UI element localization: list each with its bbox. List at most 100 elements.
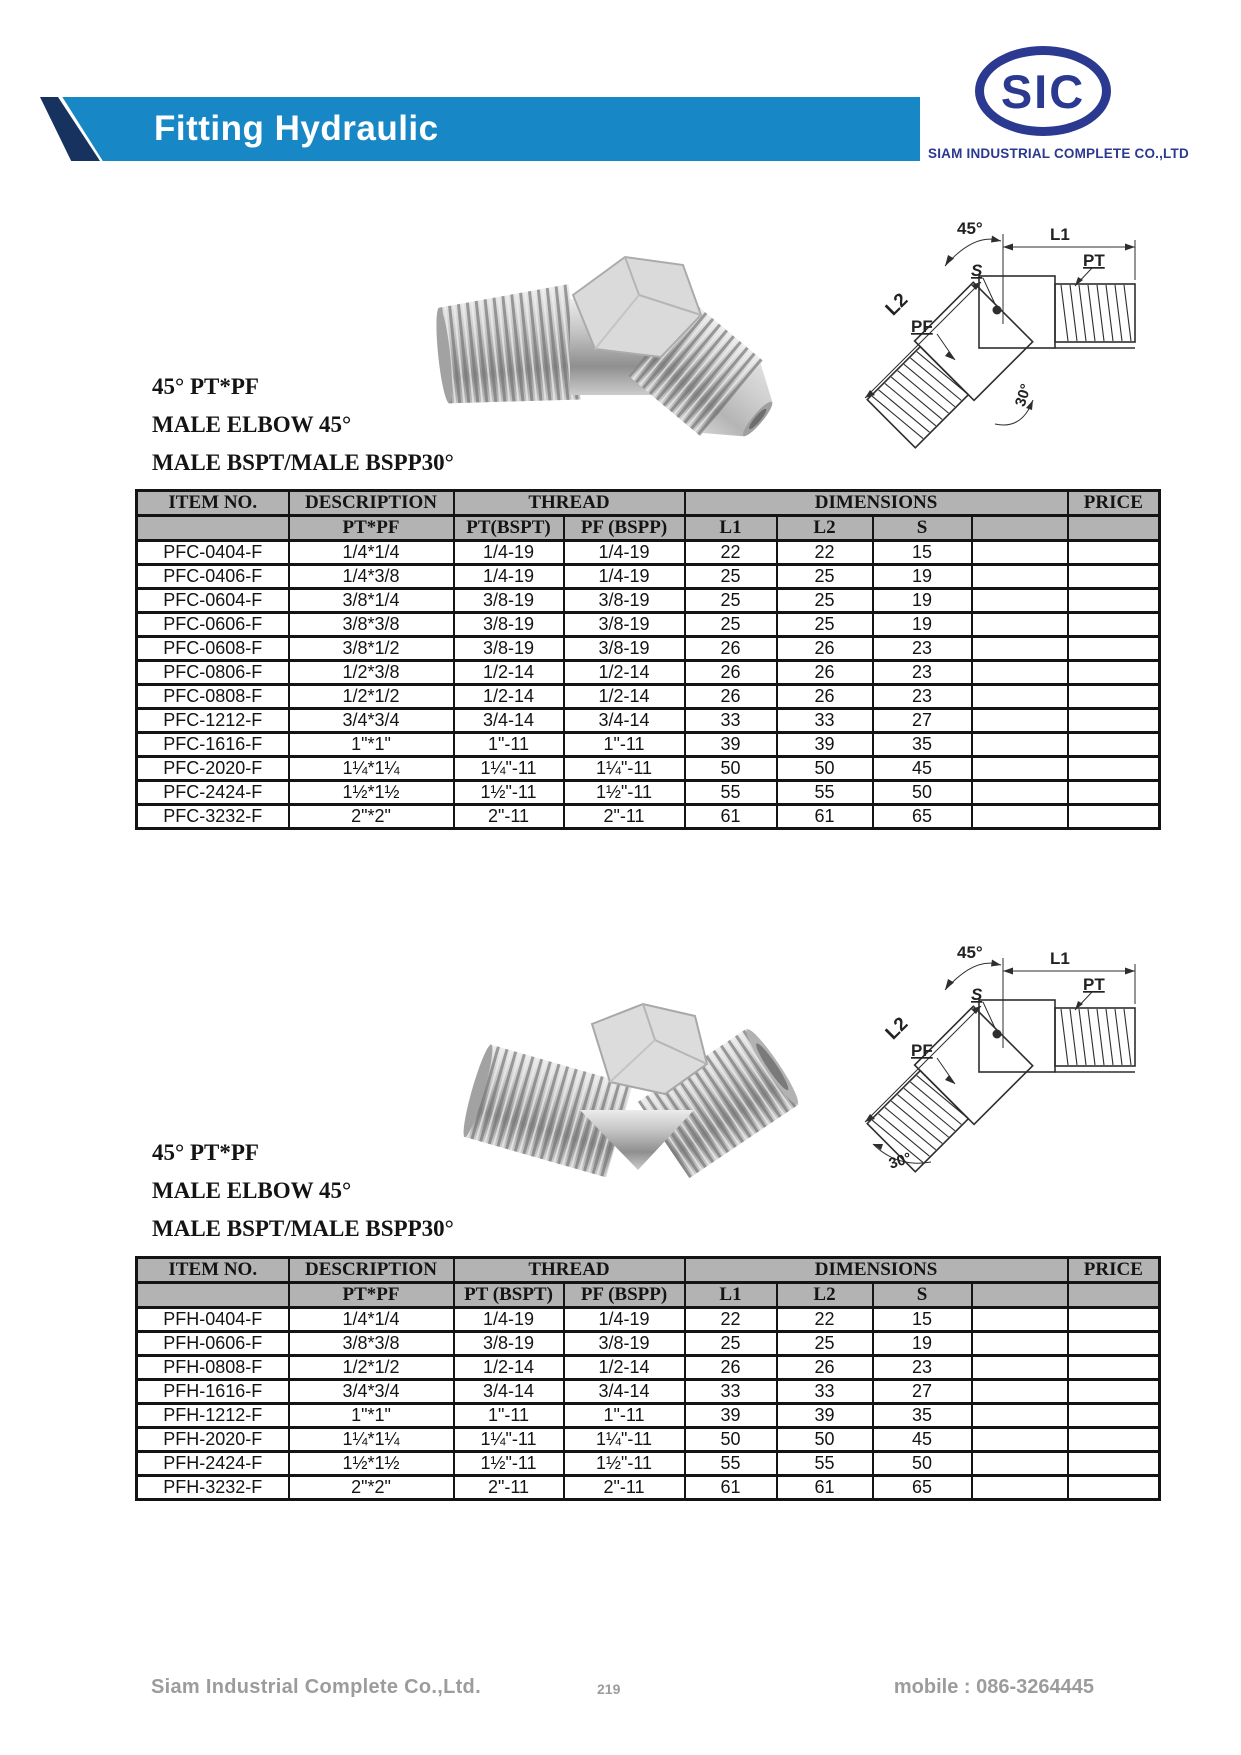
table-cell: 23	[871, 1354, 973, 1381]
column-subheader: PT(BSPT)	[452, 514, 565, 542]
table-cell	[970, 1426, 1069, 1453]
table-cell: 26	[775, 1354, 874, 1381]
table-cell: PFH-0404-F	[135, 1306, 290, 1333]
table-cell: 23	[871, 635, 973, 662]
table-cell: 3/8*3/8	[287, 1330, 455, 1357]
table-cell: 3/8-19	[562, 635, 686, 662]
page-title: Fitting Hydraulic	[154, 109, 439, 148]
table-cell: 19	[871, 587, 973, 614]
table-cell	[970, 779, 1069, 806]
table-cell: 50	[871, 779, 973, 806]
column-header: PRICE	[1066, 489, 1161, 517]
section-title-line3: MALE BSPT/MALE BSPP30°	[152, 450, 454, 475]
diagram-label-pt: PT	[1083, 251, 1105, 270]
footer-mobile-number: 086-3264445	[976, 1676, 1094, 1698]
table-row: PFC-0806-F 1/2*3/8 1/2-14 1/2-14 26 26 23	[135, 659, 1161, 686]
section-title: 45° PT*PF MALE ELBOW 45° MALE BSPT/MALE …	[152, 1134, 454, 1248]
table-row: PFC-0604-F 3/8*1/4 3/8-19 3/8-19 25 25 19	[135, 587, 1161, 614]
table-cell	[1066, 1378, 1161, 1405]
table-cell: 1/4-19	[562, 563, 686, 590]
section-title-line2: MALE ELBOW 45°	[152, 412, 352, 437]
table-cell: 1½*1½	[287, 1450, 455, 1477]
table-cell: 39	[775, 731, 874, 758]
table-cell: 25	[683, 611, 778, 638]
table-cell	[970, 659, 1069, 686]
table-cell	[1066, 1354, 1161, 1381]
table-cell: 55	[775, 779, 874, 806]
column-subheader	[970, 514, 1069, 542]
table-cell: 50	[683, 755, 778, 782]
header-banner: Fitting Hydraulic	[62, 97, 920, 161]
column-header: DESCRIPTION	[287, 489, 455, 517]
table-cell: 3/8-19	[452, 587, 565, 614]
table-row: PFH-2424-F 1½*1½ 1½"-11 1½"-11 55 55 50	[135, 1450, 1161, 1477]
section-title-line3: MALE BSPT/MALE BSPP30°	[152, 1216, 454, 1241]
table-cell: 1"-11	[562, 1402, 686, 1429]
table-cell: PFC-3232-F	[135, 803, 290, 830]
table-cell: PFC-1212-F	[135, 707, 290, 734]
table-cell: 3/8-19	[562, 1330, 686, 1357]
table-cell: 15	[871, 1306, 973, 1333]
table-cell: 1/4-19	[562, 1306, 686, 1333]
table-cell: 1/2*3/8	[287, 659, 455, 686]
table-cell: PFC-1616-F	[135, 731, 290, 758]
table-cell: PFH-0606-F	[135, 1330, 290, 1357]
column-subheader: PT*PF	[287, 1281, 455, 1309]
table-row: PFC-0808-F 1/2*1/2 1/2-14 1/2-14 26 26 23	[135, 683, 1161, 710]
table-cell	[970, 539, 1069, 566]
table-cell: 50	[775, 755, 874, 782]
diagram-label-45: 45°	[957, 219, 983, 238]
table-cell: 33	[775, 707, 874, 734]
sic-logo-company-name: SIAM INDUSTRIAL COMPLETE CO.,LTD	[928, 146, 1189, 161]
diagram-label-pf: PF	[911, 317, 933, 336]
diagram-label-l1: L1	[1050, 949, 1070, 968]
table-cell: 22	[683, 1306, 778, 1333]
column-subheader	[1066, 514, 1161, 542]
product-photo	[463, 1002, 799, 1179]
table-cell: 22	[683, 539, 778, 566]
column-subheader	[1066, 1281, 1161, 1309]
table-cell	[970, 1402, 1069, 1429]
table-cell: 26	[683, 659, 778, 686]
column-subheader: PT (BSPT)	[452, 1281, 565, 1309]
sic-logo-monogram: SIC	[975, 46, 1111, 136]
table-cell	[1066, 683, 1161, 710]
section-title-line1: 45° PT*PF	[152, 1140, 259, 1165]
table-cell: 25	[775, 587, 874, 614]
table-cell: 2"*2"	[287, 1474, 455, 1501]
table-cell	[970, 611, 1069, 638]
table-cell	[970, 1474, 1069, 1501]
table-cell: 25	[683, 1330, 778, 1357]
table-cell	[1066, 611, 1161, 638]
table-cell: 1/4-19	[562, 539, 686, 566]
table-cell: 25	[683, 563, 778, 590]
table-cell	[970, 1330, 1069, 1357]
table-row: PFH-0808-F 1/2*1/2 1/2-14 1/2-14 26 26 23	[135, 1354, 1161, 1381]
table-cell: 1/4*1/4	[287, 539, 455, 566]
table-cell: 1/2-14	[452, 659, 565, 686]
section-title-line1: 45° PT*PF	[152, 374, 259, 399]
table-cell: 25	[775, 1330, 874, 1357]
table-cell: 45	[871, 755, 973, 782]
column-subheader: PF (BSPP)	[562, 514, 686, 542]
table-cell	[1066, 587, 1161, 614]
table-cell: 26	[683, 683, 778, 710]
section-title: 45° PT*PF MALE ELBOW 45° MALE BSPT/MALE …	[152, 368, 454, 482]
table-cell	[1066, 659, 1161, 686]
table-cell: 3/4-14	[452, 707, 565, 734]
table-cell: 35	[871, 731, 973, 758]
table-cell: 25	[683, 587, 778, 614]
table-row: PFC-0404-F 1/4*1/4 1/4-19 1/4-19 22 22 15	[135, 539, 1161, 566]
column-header: ITEM NO.	[135, 489, 290, 517]
column-header: DIMENSIONS	[683, 489, 1069, 517]
column-subheader	[135, 1281, 290, 1309]
table-cell: 50	[871, 1450, 973, 1477]
table-row: PFC-2424-F 1½*1½ 1½"-11 1½"-11 55 55 50	[135, 779, 1161, 806]
table-cell: 1½"-11	[562, 1450, 686, 1477]
table-cell	[1066, 1450, 1161, 1477]
diagram-label-l2: L2	[882, 289, 913, 320]
table-cell: 1"*1"	[287, 1402, 455, 1429]
diagram-label-s: S	[971, 985, 983, 1004]
table-cell	[970, 755, 1069, 782]
table-row: PFH-1212-F 1"*1" 1"-11 1"-11 39 39 35	[135, 1402, 1161, 1429]
